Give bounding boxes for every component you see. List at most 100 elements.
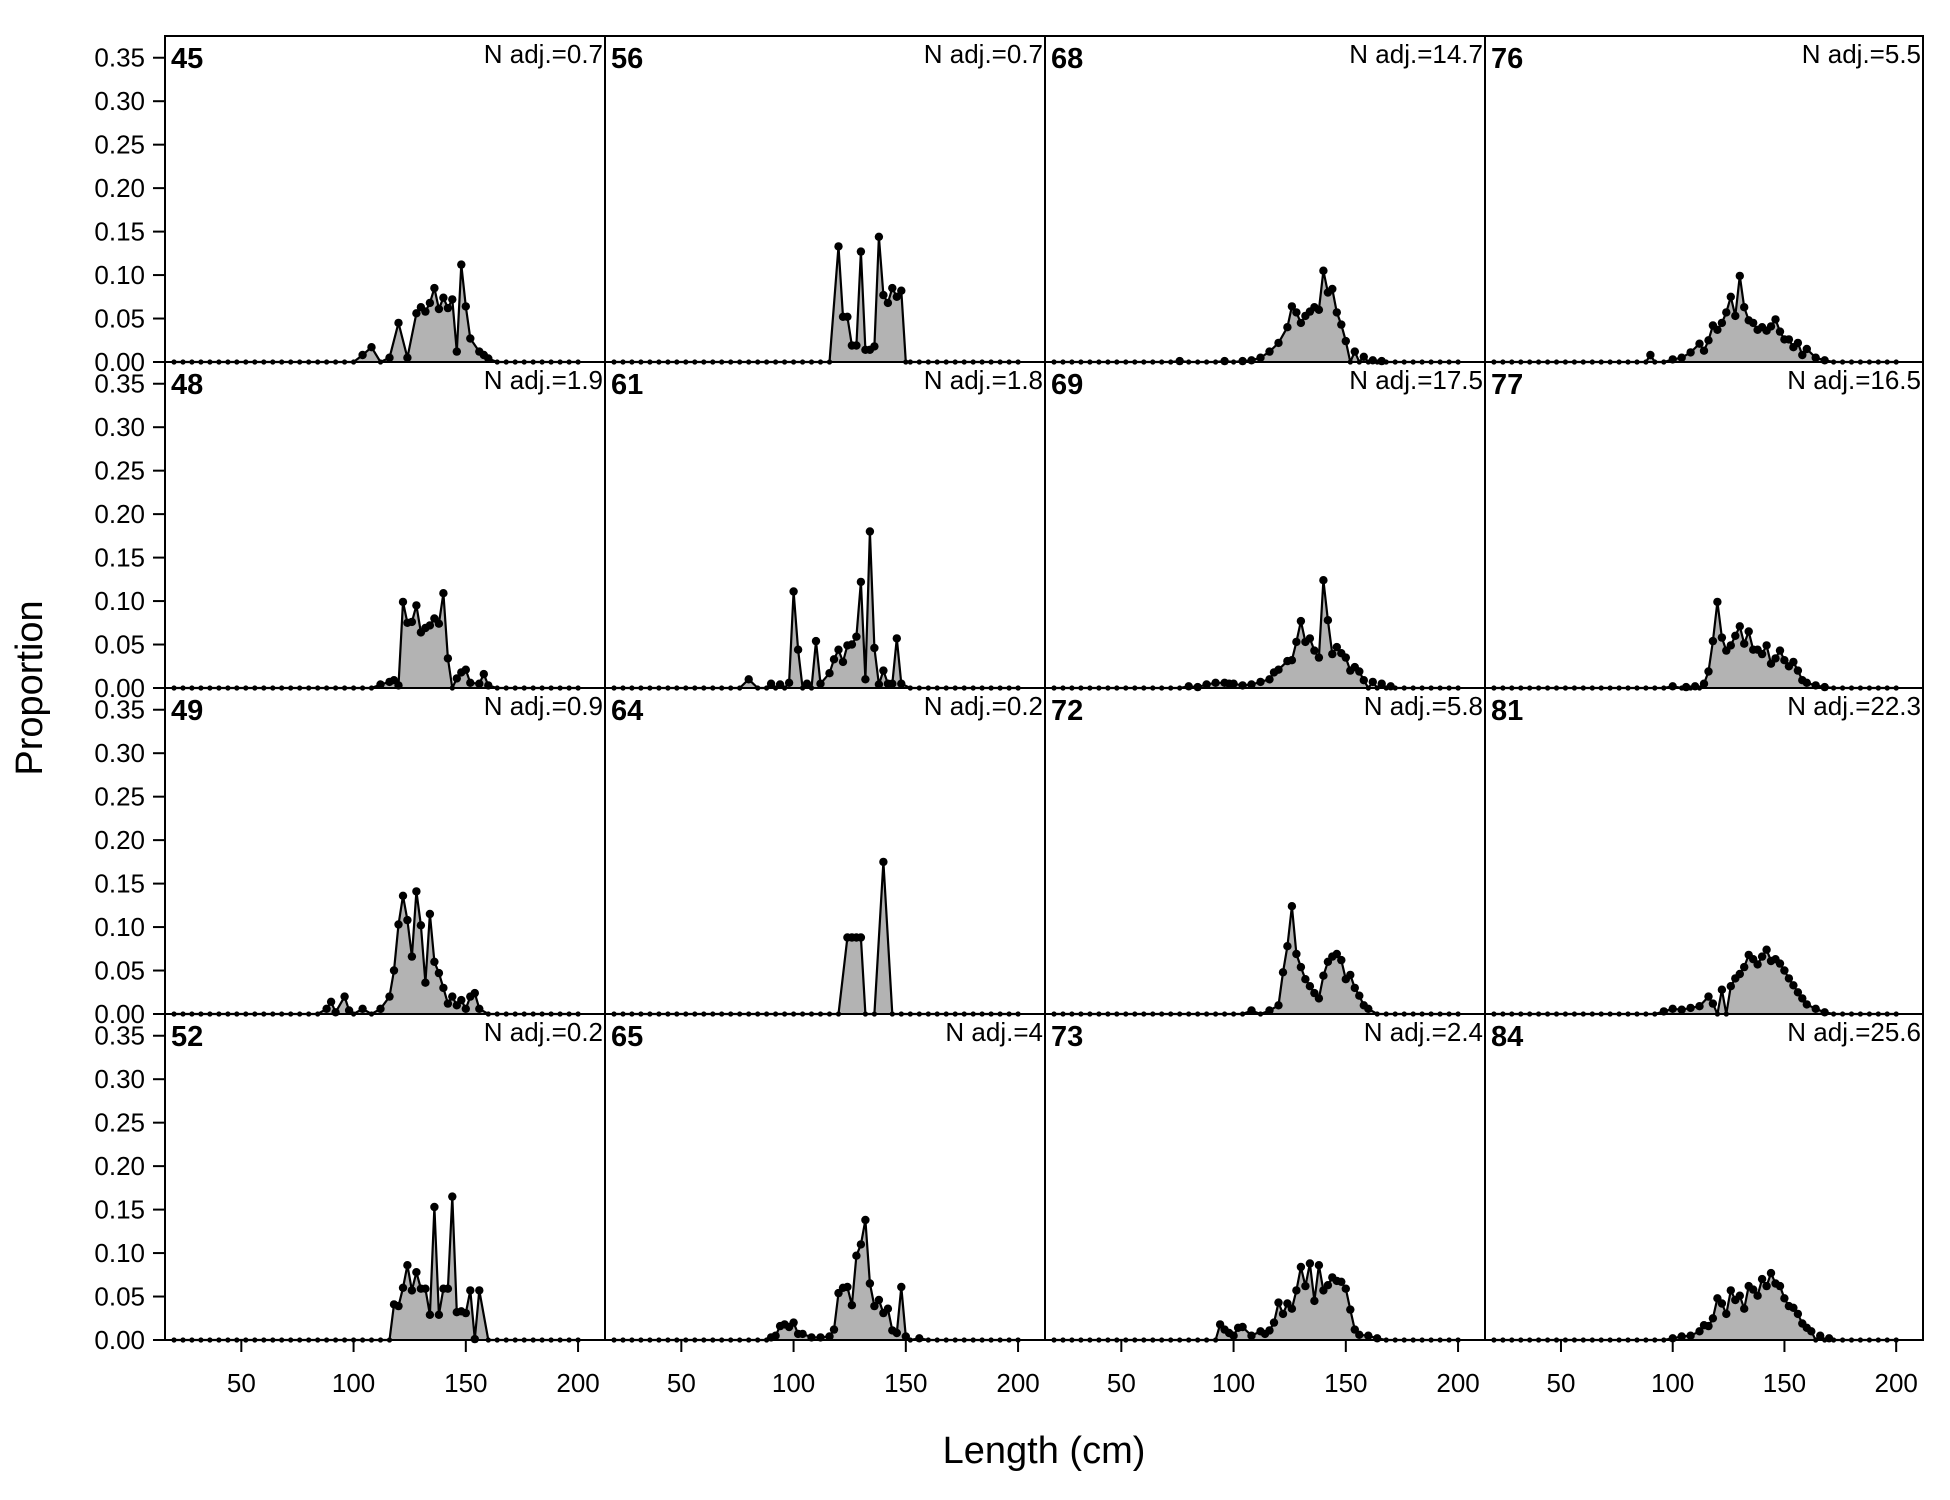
data-point [1713,325,1722,334]
y-tick-label: 0.20 [94,173,145,203]
data-point [847,640,857,649]
data-point [1211,678,1220,687]
data-point [403,353,412,362]
data-point [470,988,479,998]
data-point [1301,975,1310,984]
data-point [1368,677,1378,687]
data-point [1287,302,1297,311]
panel-61: 61 N adj.=1.8 [611,365,1043,691]
data-point [1677,1005,1686,1014]
data-point [1341,1284,1351,1293]
y-tick-label: 0.30 [94,738,145,768]
data-point [1766,322,1776,331]
data-point [1780,656,1789,665]
data-point [834,645,843,654]
x-tick-label: 200 [996,1368,1039,1398]
data-point [1744,627,1753,636]
data-point [421,1284,430,1293]
data-point [879,290,888,300]
area-56 [614,236,1019,362]
data-point [1296,318,1306,328]
data-point [425,1310,435,1320]
line-72 [1054,905,1459,1016]
data-point [1704,992,1713,1001]
y-tick-label: 0.35 [94,369,145,399]
data-point [1314,994,1324,1003]
data-point [1793,666,1803,675]
data-point [897,679,906,688]
data-point [1355,1330,1364,1340]
data-point [1256,677,1265,687]
line-69 [1054,579,1459,690]
y-axis-row-1: 0.00 0.05 0.10 0.15 0.20 0.25 0.30 0.35 [94,369,165,703]
area-49 [174,891,579,1014]
data-point [461,1308,470,1318]
x-tick-label: 50 [227,1368,256,1398]
data-point [398,1283,408,1293]
data-point [1789,1303,1798,1313]
panel-grid: 45 N adj.=0.7 56 N adj.=0.7 68 N adj.=14.7 76 N… [171,39,1921,1344]
data-point [915,1334,924,1343]
data-point [443,654,453,663]
data-point [1699,346,1709,355]
data-point [1793,338,1803,348]
data-point [897,286,906,295]
x-axes: 50 100 150 200 50 100 150 200 50 100 150 200 50 100 15… [227,1340,1918,1398]
data-point [1695,1002,1704,1011]
data-point [1292,949,1301,959]
data-point [1740,1304,1749,1313]
data-point [394,1301,403,1311]
data-point [1287,902,1297,911]
data-point [1373,1334,1382,1343]
area-69 [1054,580,1459,688]
data-point [1314,305,1324,314]
data-point [367,343,376,352]
data-point [1749,1285,1758,1294]
line-76 [1493,274,1897,364]
data-point [789,587,798,596]
x-axis-title: Length (cm) [943,1430,1146,1472]
x-tick-label: 100 [1212,1368,1255,1398]
panel-69: 69 N adj.=17.5 [1051,365,1483,692]
y-tick-label: 0.15 [94,543,145,573]
x-axis-col-1: 50 100 150 200 [667,1340,1040,1398]
y-tick-label: 0.35 [94,1021,145,1051]
panel-n-label: N adj.=0.2 [924,691,1043,721]
y-tick-label: 0.25 [94,1108,145,1138]
data-point [1735,969,1745,979]
data-point [1753,1291,1762,1300]
data-point [1274,338,1283,348]
data-point [403,915,412,925]
data-point [1771,654,1780,663]
y-tick-label: 0.30 [94,1064,145,1094]
data-point [1762,1281,1771,1291]
data-point [856,247,866,256]
panel-n-label: N adj.=4 [945,1017,1043,1047]
y-tick-label: 0.30 [94,412,145,442]
y-axis-title: Proportion [9,600,51,775]
data-point [1762,945,1771,954]
data-point [1704,1321,1713,1331]
data-point [811,636,821,646]
y-tick-label: 0.10 [94,586,145,616]
data-point [1699,679,1709,688]
data-point [331,1008,340,1017]
data-point [1811,353,1820,362]
data-point [407,1286,417,1295]
data-point [798,1329,807,1339]
data-point [1296,1262,1306,1272]
data-point [425,909,435,919]
data-point [766,679,776,688]
area-84 [1493,1273,1897,1340]
panel-64: 64 N adj.=0.2 [611,691,1043,1017]
data-point [1247,356,1256,365]
data-point [1784,335,1794,344]
data-point [1717,985,1727,994]
data-point [1274,665,1283,674]
data-point [879,666,888,675]
area-64 [614,861,1019,1014]
data-point [434,619,444,628]
data-point [1269,1318,1279,1327]
data-point [1247,1006,1256,1015]
data-point [412,1268,421,1277]
